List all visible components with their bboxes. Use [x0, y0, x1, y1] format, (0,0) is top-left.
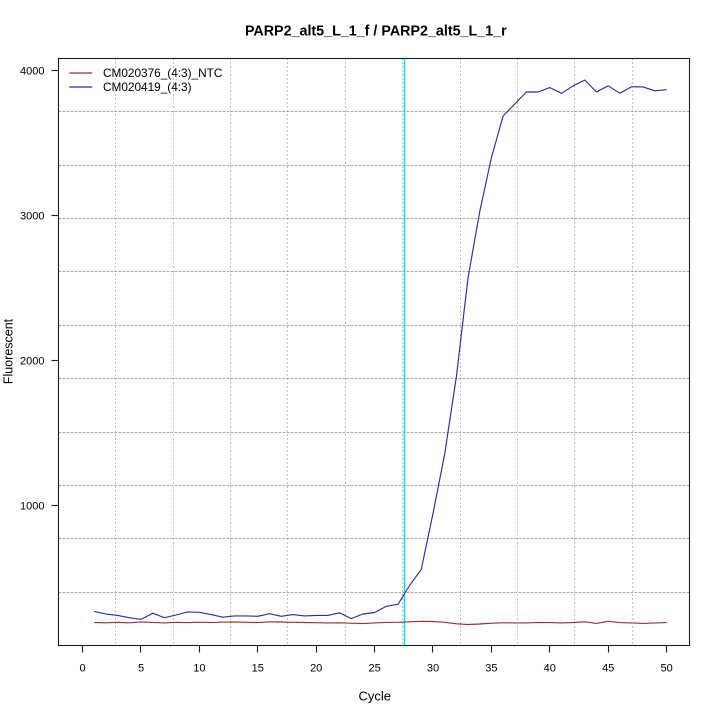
svg-text:CM020419_(4:3): CM020419_(4:3) — [103, 80, 192, 94]
svg-text:3000: 3000 — [20, 210, 44, 222]
svg-text:PARP2_alt5_L_1_f / PARP2_alt5_: PARP2_alt5_L_1_f / PARP2_alt5_L_1_r — [245, 23, 507, 39]
svg-text:10: 10 — [193, 662, 205, 674]
svg-text:15: 15 — [252, 662, 264, 674]
svg-text:5: 5 — [138, 662, 144, 674]
svg-text:25: 25 — [368, 662, 380, 674]
svg-text:50: 50 — [660, 662, 672, 674]
svg-text:2000: 2000 — [20, 356, 44, 368]
svg-text:0: 0 — [80, 662, 86, 674]
svg-text:40: 40 — [544, 662, 556, 674]
svg-text:Fluorescent: Fluorescent — [2, 318, 16, 384]
svg-text:Cycle: Cycle — [359, 689, 392, 704]
svg-text:45: 45 — [602, 662, 614, 674]
svg-text:20: 20 — [310, 662, 322, 674]
svg-text:CM020376_(4:3)_NTC: CM020376_(4:3)_NTC — [103, 66, 223, 80]
svg-text:30: 30 — [427, 662, 439, 674]
svg-text:1000: 1000 — [20, 501, 44, 513]
svg-text:35: 35 — [485, 662, 497, 674]
svg-text:4000: 4000 — [20, 65, 44, 77]
